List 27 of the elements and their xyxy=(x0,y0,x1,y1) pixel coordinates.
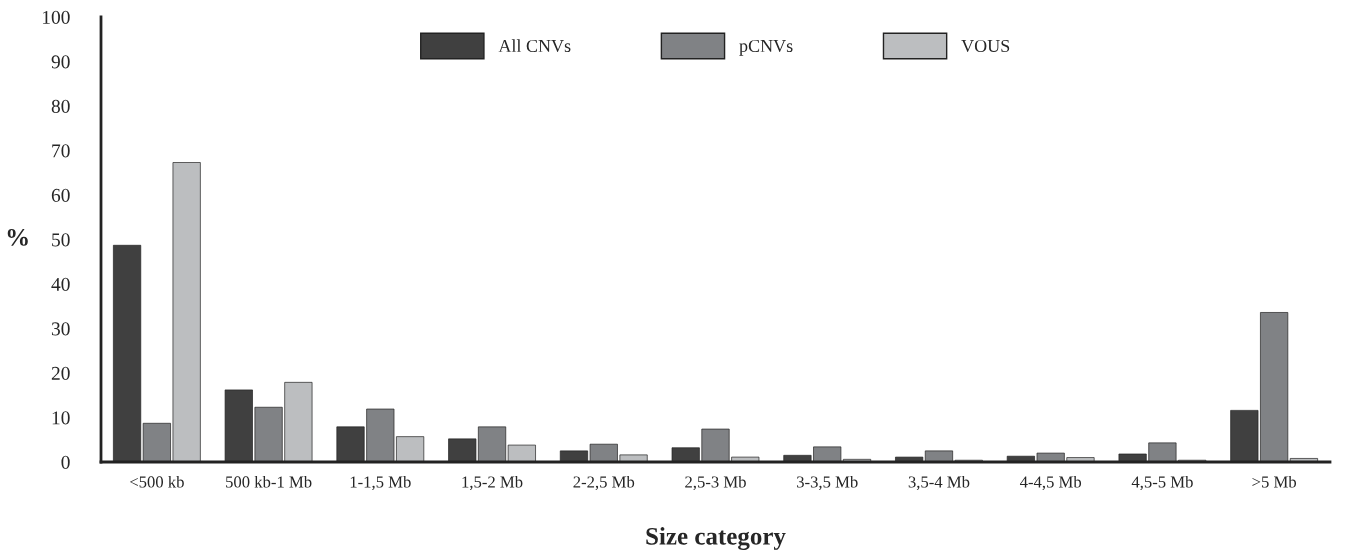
legend-label: All CNVs xyxy=(498,39,571,53)
x-axis-title: Size category xyxy=(646,527,786,550)
y-axis-title: % xyxy=(7,228,28,246)
x-tick-label: 2-2,5 Mb xyxy=(573,475,635,491)
x-tick-label: 4,5-5 Mb xyxy=(1131,475,1193,491)
y-tick-label: 20 xyxy=(51,366,70,380)
x-tick-label: 2,5-3 Mb xyxy=(685,475,746,491)
y-tick-label: 30 xyxy=(51,322,70,336)
legend-label: VOUS xyxy=(961,39,1010,53)
y-tick-label: 90 xyxy=(51,55,70,69)
y-tick-label: 0 xyxy=(61,455,70,469)
y-tick-label: 10 xyxy=(52,411,70,425)
y-tick-label: 80 xyxy=(51,99,70,113)
x-tick-label: >5 Mb xyxy=(1252,475,1297,488)
y-tick-label: 100 xyxy=(42,10,70,24)
y-tick-label: 70 xyxy=(52,144,70,158)
y-tick-label: 50 xyxy=(52,233,70,247)
x-tick-label: <500 kb xyxy=(130,475,184,488)
x-tick-label: 3,5-4 Mb xyxy=(908,475,970,491)
y-tick-label: 60 xyxy=(51,188,70,202)
x-tick-label: 1-1,5 Mb xyxy=(350,475,411,491)
y-tick-label: 40 xyxy=(51,277,70,291)
x-tick-label: 4-4,5 Mb xyxy=(1019,475,1082,491)
legend-label: pCNVs xyxy=(739,39,793,56)
x-tick-label: 1,5-2 Mb xyxy=(462,475,523,491)
x-tick-label: 500 kb-1 Mb xyxy=(226,475,312,488)
x-tick-label: 3-3,5 Mb xyxy=(797,475,858,491)
